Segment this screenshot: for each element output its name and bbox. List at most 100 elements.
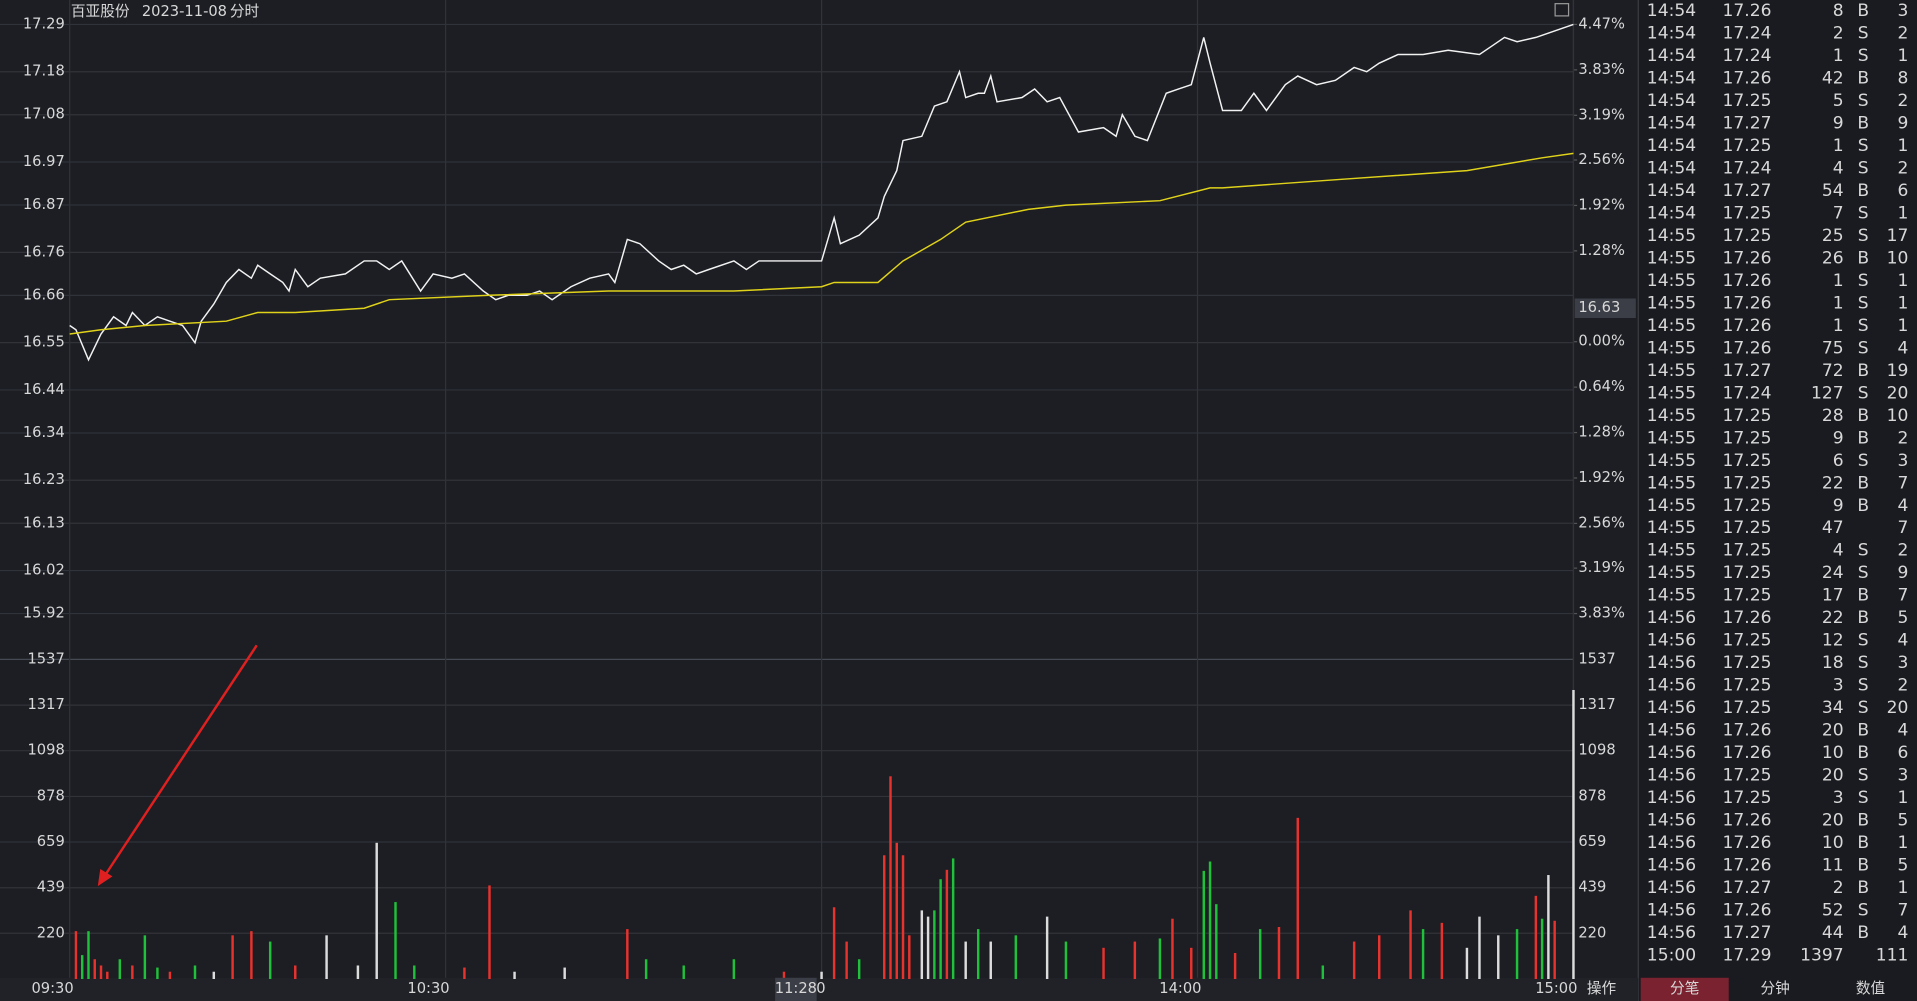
trade-count: 2 [1898, 91, 1909, 111]
trade-time: 14:56 [1647, 631, 1696, 651]
trade-count: 9 [1898, 563, 1909, 583]
trade-side: S [1858, 91, 1869, 111]
trade-count: 1 [1898, 293, 1909, 313]
trade-price: 17.25 [1723, 203, 1772, 223]
trade-volume: 34 [1822, 698, 1844, 718]
trade-count: 4 [1898, 338, 1909, 358]
trade-price: 17.26 [1723, 856, 1772, 876]
volume-bar [933, 910, 936, 979]
volume-bar [1045, 916, 1049, 979]
trade-count: 111 [1876, 946, 1909, 966]
trade-price: 17.24 [1723, 383, 1772, 403]
trade-count: 1 [1898, 46, 1909, 66]
y2-tick-label: 3.83% [1578, 605, 1625, 622]
tab[interactable]: 分钟 [1761, 980, 1790, 997]
trade-count: 3 [1898, 766, 1909, 786]
trade-count: 1 [1898, 833, 1909, 853]
volume-bar [325, 935, 328, 979]
volume-bar [394, 902, 397, 979]
trade-side: S [1858, 451, 1869, 471]
trade-time: 14:54 [1647, 136, 1696, 156]
trade-count: 1 [1898, 878, 1909, 898]
trade-volume: 20 [1822, 766, 1844, 786]
trade-count: 5 [1898, 856, 1909, 876]
volume-bar [964, 941, 967, 979]
trade-side: S [1858, 653, 1869, 673]
trade-count: 1 [1898, 136, 1909, 156]
trade-price: 17.24 [1723, 23, 1772, 43]
volume-bar [1572, 689, 1575, 979]
trade-side: S [1858, 338, 1869, 358]
trade-volume: 25 [1822, 226, 1844, 246]
chart-bg [0, 0, 1638, 1001]
y-tick-label: 878 [1578, 787, 1606, 804]
volume-bar [1202, 870, 1206, 979]
y-tick-label: 16.87 [23, 196, 65, 213]
arrow-head [97, 869, 113, 887]
trade-count: 3 [1898, 1, 1909, 21]
panel-icon[interactable] [1554, 3, 1570, 17]
trade-time: 14:54 [1647, 46, 1696, 66]
y-tick-label: 1537 [1578, 650, 1615, 667]
volume-bar [193, 965, 197, 979]
trade-volume: 8 [1833, 1, 1844, 21]
y-tick-label: 439 [37, 879, 65, 896]
trade-time: 14:56 [1647, 698, 1696, 718]
volume-bar [1440, 922, 1444, 979]
trade-volume: 72 [1822, 361, 1844, 381]
volume-bar [1158, 938, 1162, 979]
trade-time: 14:54 [1647, 91, 1696, 111]
trade-volume: 20 [1822, 721, 1844, 741]
y-tick-label: 659 [37, 833, 65, 850]
y2-tick-label: 1.28% [1578, 424, 1625, 441]
volume-bar [1515, 929, 1519, 979]
trade-price: 17.29 [1723, 946, 1772, 966]
y-tick-label: 16.34 [23, 424, 65, 441]
volume-bar [626, 929, 629, 979]
trade-side: S [1858, 46, 1869, 66]
trade-time: 14:55 [1647, 361, 1696, 381]
trade-side: B [1857, 406, 1869, 426]
volume-bar [1553, 920, 1556, 979]
volume-bar [951, 858, 955, 979]
volume-bar [644, 959, 648, 979]
trade-time: 14:54 [1647, 113, 1696, 133]
trade-volume: 10 [1822, 743, 1844, 763]
trade-side: S [1858, 631, 1869, 651]
y-tick-label: 1537 [27, 650, 64, 667]
tab[interactable]: 分笔 [1670, 980, 1699, 997]
trade-price: 17.25 [1723, 136, 1772, 156]
y-tick-label: 220 [1578, 924, 1606, 941]
trade-side: B [1857, 811, 1869, 831]
trade-price: 17.25 [1723, 653, 1772, 673]
trade-count: 7 [1898, 518, 1909, 538]
trade-side: B [1857, 721, 1869, 741]
trade-price: 17.26 [1723, 338, 1772, 358]
date: 2023-11-08 [142, 3, 227, 20]
volume-bar [976, 929, 980, 979]
volume-bar [832, 907, 836, 979]
trade-price: 17.26 [1723, 811, 1772, 831]
trade-side: B [1857, 856, 1869, 876]
volume-bar [168, 971, 172, 979]
trade-price: 17.25 [1723, 496, 1772, 516]
trade-volume: 22 [1822, 473, 1844, 493]
tab[interactable]: 数值 [1856, 980, 1886, 997]
trade-volume: 24 [1822, 563, 1844, 583]
trade-side: B [1857, 181, 1869, 201]
trade-price: 17.25 [1723, 473, 1772, 493]
y2-tick-label: 3.19% [1578, 559, 1625, 576]
volume-bar [99, 965, 103, 979]
volume-bar [1497, 935, 1500, 979]
volume-bar [143, 935, 147, 979]
trade-price: 17.25 [1723, 226, 1772, 246]
trade-count: 7 [1898, 901, 1909, 921]
volume-bar [1215, 904, 1218, 979]
tab[interactable]: 操作 [1587, 980, 1617, 997]
trade-volume: 54 [1822, 181, 1844, 201]
trade-side: B [1857, 248, 1869, 268]
volume-bar [231, 935, 234, 979]
trade-count: 7 [1898, 473, 1909, 493]
trade-count: 2 [1898, 676, 1909, 696]
trade-price: 17.27 [1723, 181, 1772, 201]
